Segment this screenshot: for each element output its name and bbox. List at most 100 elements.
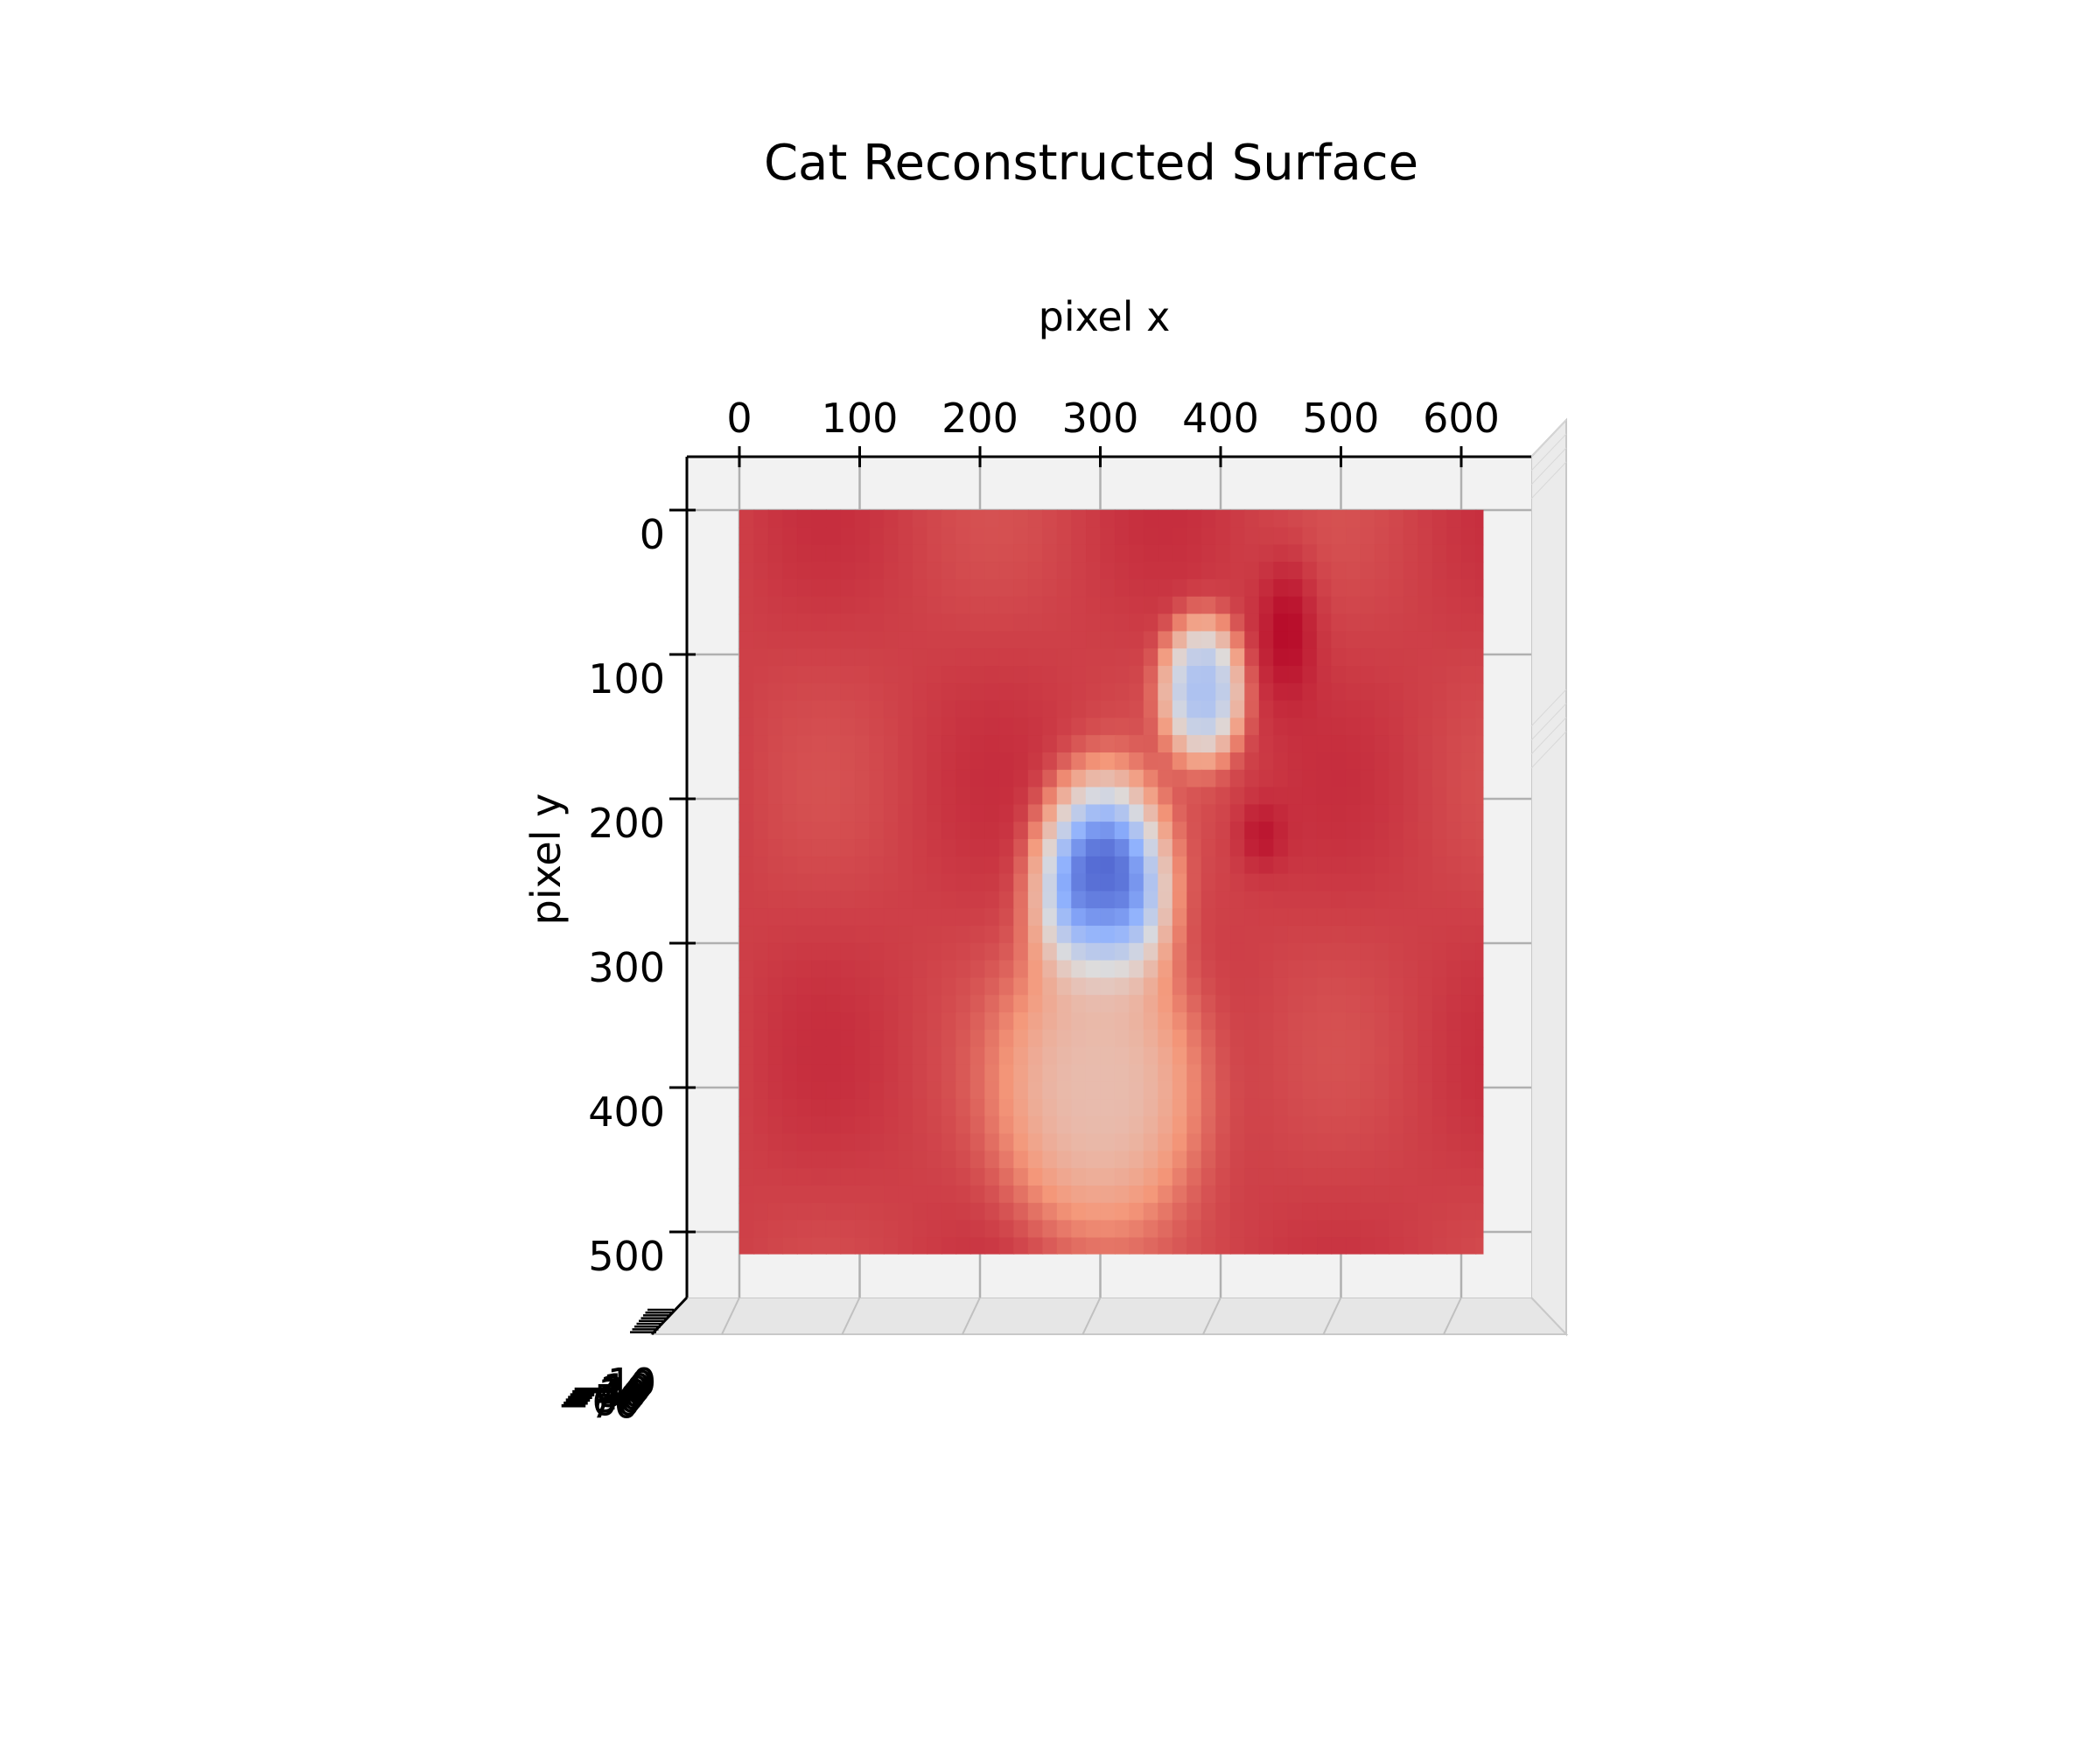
surface-patch: [767, 1133, 784, 1152]
surface-patch: [898, 613, 914, 633]
surface-patch: [1056, 1064, 1073, 1083]
x-tick-label: 400: [1182, 395, 1259, 442]
surface-patch: [869, 509, 885, 528]
surface-patch: [1143, 509, 1159, 528]
surface-patch: [753, 562, 769, 581]
surface-patch: [1056, 925, 1073, 944]
surface-patch: [1389, 960, 1404, 979]
surface-patch: [956, 509, 971, 528]
surface-patch: [1446, 769, 1462, 788]
surface-patch: [796, 1168, 813, 1187]
surface-patch: [753, 977, 769, 997]
surface-patch: [1345, 839, 1362, 857]
surface-patch: [1114, 752, 1130, 771]
surface-patch: [782, 1081, 798, 1101]
surface-patch: [796, 960, 813, 979]
surface-patch: [1172, 1220, 1188, 1239]
surface-patch: [1316, 735, 1333, 754]
surface-patch: [738, 752, 755, 771]
surface-patch: [1418, 942, 1433, 962]
surface-patch: [811, 804, 827, 823]
surface-patch: [1316, 596, 1333, 615]
surface-patch: [738, 666, 755, 684]
surface-patch: [1085, 527, 1102, 546]
surface-patch: [1418, 613, 1433, 633]
surface-patch: [1158, 1098, 1173, 1117]
surface-patch: [767, 787, 784, 806]
surface-patch: [1244, 942, 1260, 962]
surface-patch: [811, 544, 827, 563]
surface-patch: [767, 562, 784, 581]
surface-patch: [898, 579, 914, 598]
surface-patch: [1071, 1116, 1087, 1135]
surface-patch: [1100, 509, 1116, 528]
surface-patch: [1389, 1151, 1404, 1170]
surface-patch: [1186, 682, 1202, 702]
surface-patch: [1215, 700, 1231, 719]
surface-patch: [998, 631, 1015, 650]
surface-patch: [1229, 1029, 1246, 1048]
surface-patch: [984, 1133, 1000, 1152]
surface-patch: [1389, 942, 1404, 962]
surface-patch: [970, 1168, 986, 1187]
surface-patch: [825, 1098, 842, 1117]
surface-patch: [956, 1116, 971, 1135]
surface-patch: [811, 562, 827, 581]
surface-patch: [1273, 700, 1289, 719]
surface-patch: [782, 925, 798, 944]
surface-patch: [1172, 942, 1188, 962]
surface-patch: [840, 995, 856, 1014]
surface-patch: [1389, 682, 1404, 702]
surface-patch: [1460, 804, 1477, 823]
surface-patch: [1027, 822, 1044, 841]
surface-patch: [1374, 804, 1390, 823]
z-tick-label: 10: [607, 1361, 656, 1405]
surface-patch: [956, 752, 971, 771]
surface-patch: [1403, 960, 1419, 979]
surface-patch: [1129, 1064, 1144, 1083]
surface-patch: [1316, 960, 1333, 979]
surface-patch: [840, 1133, 856, 1152]
surface-patch: [1432, 1237, 1448, 1255]
surface-patch: [898, 1168, 914, 1187]
surface-patch: [854, 1168, 871, 1187]
surface-patch: [1215, 995, 1231, 1014]
surface-patch: [782, 666, 798, 684]
surface-patch: [1215, 1011, 1231, 1031]
surface-patch: [1129, 908, 1144, 927]
surface-patch: [753, 613, 769, 633]
surface-patch: [1403, 856, 1419, 875]
surface-patch: [1374, 666, 1390, 684]
surface-patch: [1345, 1133, 1362, 1152]
surface-patch: [1258, 1011, 1275, 1031]
surface-patch: [782, 527, 798, 546]
surface-patch: [767, 891, 784, 910]
surface-patch: [1446, 682, 1462, 702]
surface-patch: [1143, 1029, 1159, 1048]
surface-patch: [840, 942, 856, 962]
surface-patch: [1186, 579, 1202, 598]
surface-patch: [984, 942, 1000, 962]
surface-patch: [984, 856, 1000, 875]
surface-patch: [1215, 839, 1231, 857]
surface-patch: [1042, 613, 1058, 633]
surface-patch: [1129, 1029, 1144, 1048]
surface-patch: [1345, 960, 1362, 979]
surface-patch: [1085, 1064, 1102, 1083]
surface-patch: [1331, 995, 1347, 1014]
surface-patch: [1200, 1185, 1217, 1204]
surface-patch: [1100, 925, 1116, 944]
surface-patch: [1071, 735, 1087, 754]
surface-patch: [1460, 1202, 1477, 1221]
surface-patch: [753, 1116, 769, 1135]
surface-patch: [1374, 1220, 1390, 1239]
surface-patch: [1273, 822, 1289, 841]
surface-patch: [1071, 1081, 1087, 1101]
surface-patch: [1418, 1064, 1433, 1083]
surface-patch: [941, 995, 957, 1014]
surface-patch: [1244, 856, 1260, 875]
surface-patch: [1200, 873, 1217, 892]
surface-patch: [1013, 1011, 1029, 1031]
surface-patch: [767, 596, 784, 615]
surface-patch: [1143, 995, 1159, 1014]
